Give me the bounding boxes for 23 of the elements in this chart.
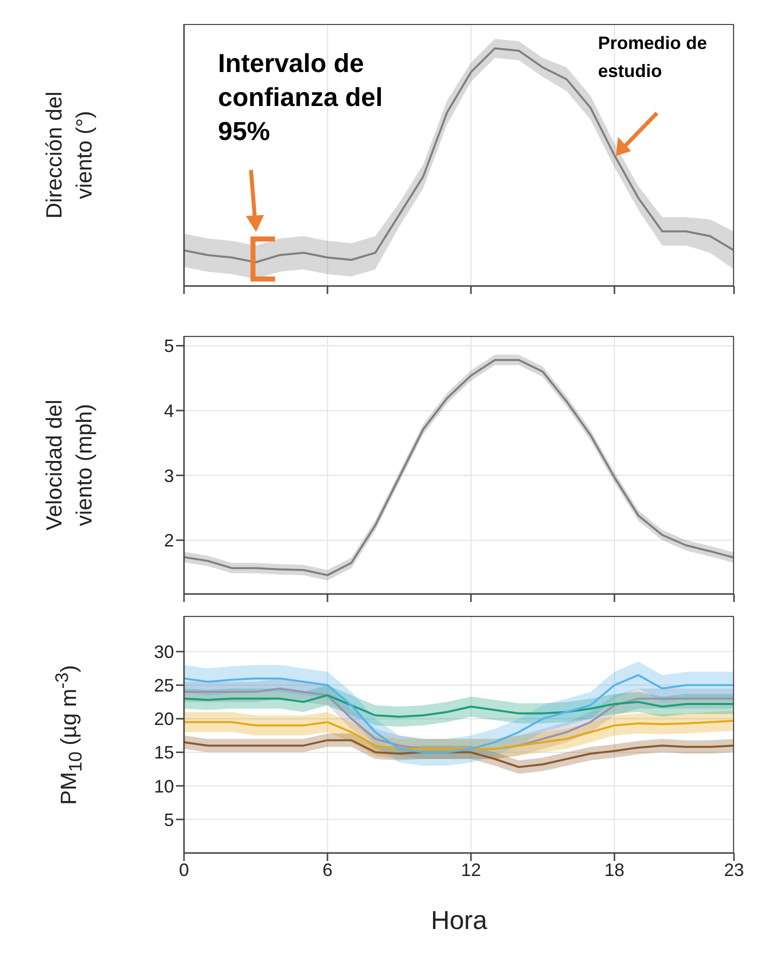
y-tick-label: 5 [164,336,174,356]
y-tick-label: 4 [164,400,174,421]
y-tick-label: 3 [164,466,174,486]
y-tick-label: 20 [154,709,174,730]
x-tick-label: 0 [178,860,190,880]
y-tick-label: 10 [154,776,174,796]
line-series [184,694,734,718]
y-axis-title: Dirección del viento (°) [40,90,97,221]
y-tick-label: 2 [164,530,174,551]
y-tick-label: 5 [164,810,174,830]
x-axis-title: Hora [430,905,488,936]
line-series [184,739,734,768]
line-series [184,720,734,750]
y-axis-title: Velocidad del viento (mph) [40,398,97,532]
annotation: Intervalo de confianza del 95% [218,48,383,146]
x-tick-label: 6 [322,860,332,880]
x-tick-label: 12 [460,860,481,880]
x-tick-label: 18 [604,860,624,880]
x-tick-label: 23 [724,860,744,880]
y-tick-label: 30 [154,642,174,662]
y-tick-label: 25 [154,676,174,696]
y-tick-label: 15 [154,742,174,763]
annotation: Promedio de estudio [598,33,708,81]
